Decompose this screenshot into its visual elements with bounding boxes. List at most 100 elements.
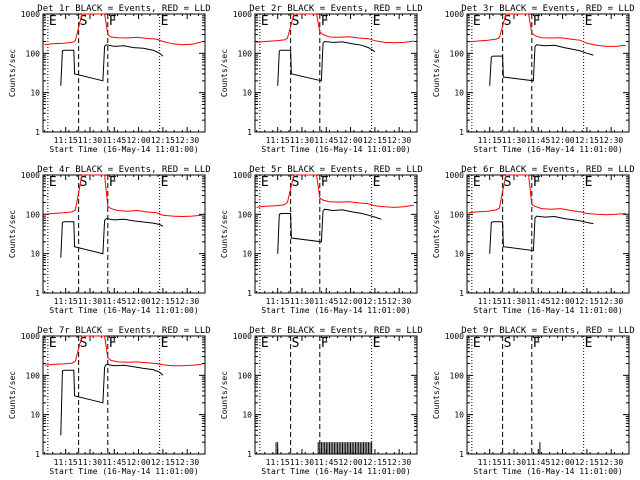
y-axis-label: Counts/sec [432,210,441,258]
x-tick-label: 11:30 [78,297,102,306]
x-axis-label: Start Time (16-May-14 11:01:00) [261,306,410,315]
x-tick-label: 12:30 [599,458,623,467]
x-tick-label: 12:15 [363,458,387,467]
x-tick-label: 12:15 [363,136,387,145]
phase-marker-label: F [533,175,541,190]
x-axis-label: Start Time (16-May-14 11:01:00) [261,467,410,476]
y-tick-label: 100 [26,49,41,58]
y-tick-label: 1 [247,289,252,298]
y-tick-label: 10 [30,250,40,259]
y-tick-label: 100 [238,371,253,380]
x-tick-label: 11:15 [478,458,502,467]
panel-title: Det 3r BLACK = Events, RED = LLD [461,4,634,14]
y-tick-label: 1000 [233,10,252,19]
events-series-line [60,218,164,258]
x-tick-label: 11:30 [290,136,314,145]
panel-title: Det 8r BLACK = Events, RED = LLD [249,326,422,336]
x-tick-label: 12:00 [127,297,151,306]
y-tick-label: 100 [26,371,41,380]
x-tick-label: 12:00 [339,458,363,467]
plot-frame [254,174,418,294]
x-tick-label: 11:15 [266,136,290,145]
x-tick-label: 12:30 [175,297,199,306]
phase-marker-label: F [109,175,117,190]
x-tick-label: 11:45 [314,458,338,467]
panel-title: Det 1r BLACK = Events, RED = LLD [37,4,210,14]
y-tick-label: 100 [238,49,253,58]
panel-title: Det 9r BLACK = Events, RED = LLD [461,326,634,336]
x-tick-label: 11:30 [78,458,102,467]
phase-marker-label: E [49,14,57,29]
x-axis-label: Start Time (16-May-14 11:01:00) [473,467,622,476]
plot-frame [466,13,630,133]
x-tick-label: 11:45 [526,297,550,306]
x-axis-label: Start Time (16-May-14 11:01:00) [261,145,410,154]
y-tick-label: 100 [450,210,465,219]
x-axis-label: Start Time (16-May-14 11:01:00) [473,306,622,315]
x-tick-label: 11:30 [290,297,314,306]
x-tick-label: 12:30 [599,297,623,306]
x-tick-label: 11:15 [54,136,78,145]
y-axis-label: Counts/sec [220,371,229,419]
x-tick-label: 12:30 [599,136,623,145]
panel-title: Det 6r BLACK = Events, RED = LLD [461,165,634,175]
phase-marker-label: E [585,175,593,190]
phase-marker-label: E [49,175,57,190]
phase-marker-label: E [585,336,593,351]
y-tick-label: 1000 [445,171,464,180]
phase-marker-label: E [261,14,269,29]
panel-title: Det 5r BLACK = Events, RED = LLD [249,165,422,175]
x-tick-label: 11:30 [502,297,526,306]
phase-marker-label: S [292,336,300,351]
phase-marker-label: E [373,14,381,29]
lld-series-line [44,335,202,367]
y-tick-label: 1 [35,289,40,298]
phase-marker-label: E [261,336,269,351]
x-tick-label: 11:30 [502,458,526,467]
phase-marker-label: S [504,175,512,190]
y-tick-label: 1 [459,450,464,459]
y-tick-label: 10 [30,89,40,98]
phase-marker-label: E [161,336,169,351]
plot-frame [42,335,206,455]
x-tick-label: 12:15 [363,297,387,306]
phase-marker-label: E [373,175,381,190]
x-axis-label: Start Time (16-May-14 11:01:00) [49,467,198,476]
x-tick-label: 12:00 [127,458,151,467]
x-tick-label: 12:00 [339,297,363,306]
y-tick-label: 1000 [21,10,40,19]
phase-marker-label: E [161,175,169,190]
y-tick-label: 100 [450,371,465,380]
y-tick-label: 10 [30,411,40,420]
events-series-line [277,40,376,86]
y-tick-label: 1 [35,128,40,137]
lld-series-line [44,13,202,46]
events-series-line [489,44,594,86]
panel-title: Det 4r BLACK = Events, RED = LLD [37,165,210,175]
y-axis-label: Counts/sec [220,210,229,258]
phase-marker-label: F [533,14,541,29]
x-tick-label: 12:30 [387,458,411,467]
phase-marker-label: S [80,14,88,29]
lld-series-line [256,174,414,208]
x-tick-label: 12:30 [175,136,199,145]
plot-frame [466,174,630,294]
y-axis-label: Counts/sec [8,49,17,97]
x-tick-label: 12:15 [151,458,175,467]
x-tick-label: 12:30 [387,297,411,306]
plot-frame [254,13,418,133]
x-tick-label: 11:45 [102,136,126,145]
x-tick-label: 11:15 [54,297,78,306]
lld-series-line [44,174,202,218]
events-series-line [60,44,164,86]
x-tick-label: 12:00 [551,136,575,145]
y-axis-label: Counts/sec [8,371,17,419]
y-tick-label: 1 [459,128,464,137]
plot-frame [466,335,630,455]
x-tick-label: 12:15 [151,297,175,306]
x-axis-label: Start Time (16-May-14 11:01:00) [49,306,198,315]
y-tick-label: 100 [26,210,41,219]
y-tick-label: 1000 [21,332,40,341]
x-tick-label: 12:15 [151,136,175,145]
x-tick-label: 11:15 [54,458,78,467]
